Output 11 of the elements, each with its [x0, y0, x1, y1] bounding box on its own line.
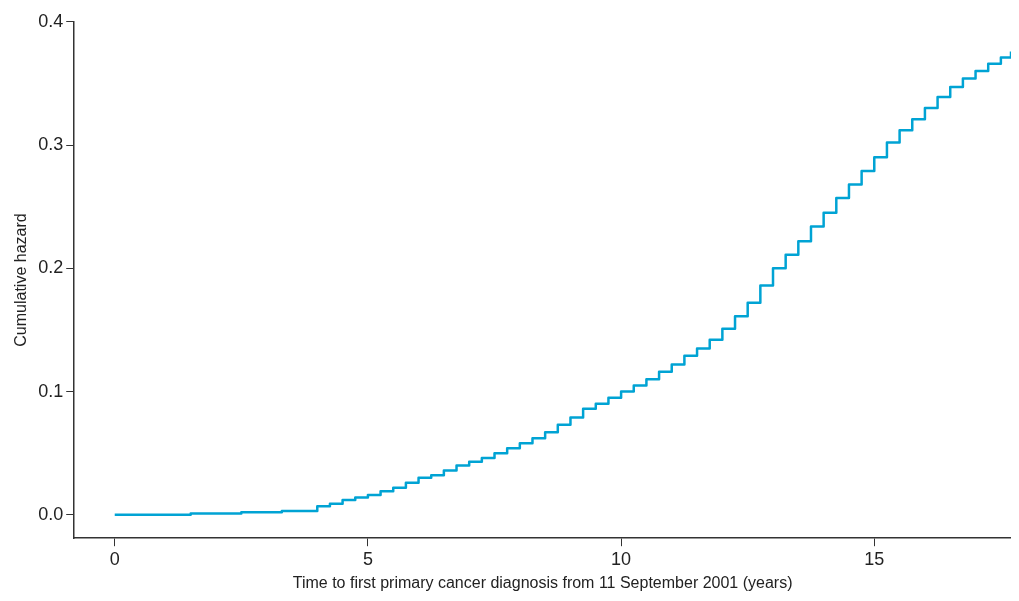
y-tick-label: 0.4: [38, 10, 64, 31]
y-axis-title: Cumulative hazard: [12, 213, 30, 347]
x-tick-label: 5: [362, 548, 373, 569]
y-tick-label: 0.2: [38, 257, 64, 278]
x-tick-label: 15: [864, 548, 885, 569]
x-tick-label: 0: [109, 548, 120, 569]
x-axis-title: Time to first primary cancer diagnosis from 11 September 2001 (years): [292, 573, 793, 591]
y-tick-label: 0.0: [38, 503, 64, 524]
y-tick-label: 0.3: [38, 134, 64, 155]
y-tick-label: 0.1: [38, 380, 64, 401]
x-tick-label: 10: [611, 548, 632, 569]
